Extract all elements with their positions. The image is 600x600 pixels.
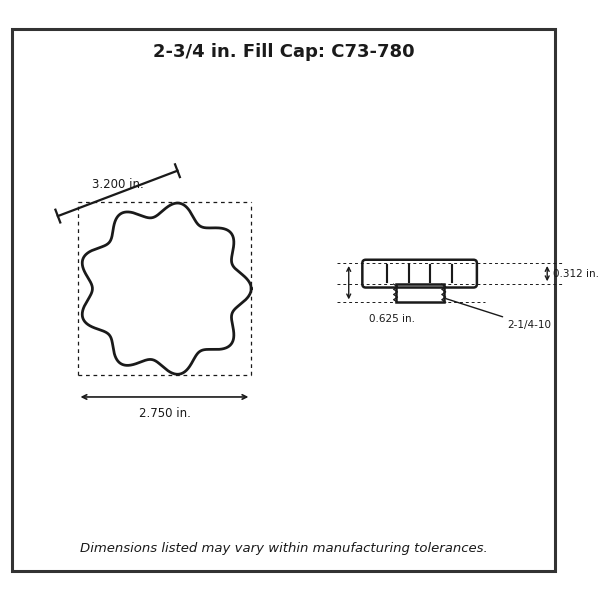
Text: Dimensions listed may vary within manufacturing tolerances.: Dimensions listed may vary within manufa… xyxy=(80,542,487,555)
Text: 2.750 in.: 2.750 in. xyxy=(139,407,190,420)
Bar xyxy=(395,284,444,302)
Text: 2-1/4-10: 2-1/4-10 xyxy=(446,299,551,331)
Text: 3.200 in.: 3.200 in. xyxy=(92,178,144,191)
Text: 0.312 in.: 0.312 in. xyxy=(553,269,599,278)
Text: 2-3/4 in. Fill Cap: C73-780: 2-3/4 in. Fill Cap: C73-780 xyxy=(153,43,415,61)
Text: 0.625 in.: 0.625 in. xyxy=(368,314,415,323)
